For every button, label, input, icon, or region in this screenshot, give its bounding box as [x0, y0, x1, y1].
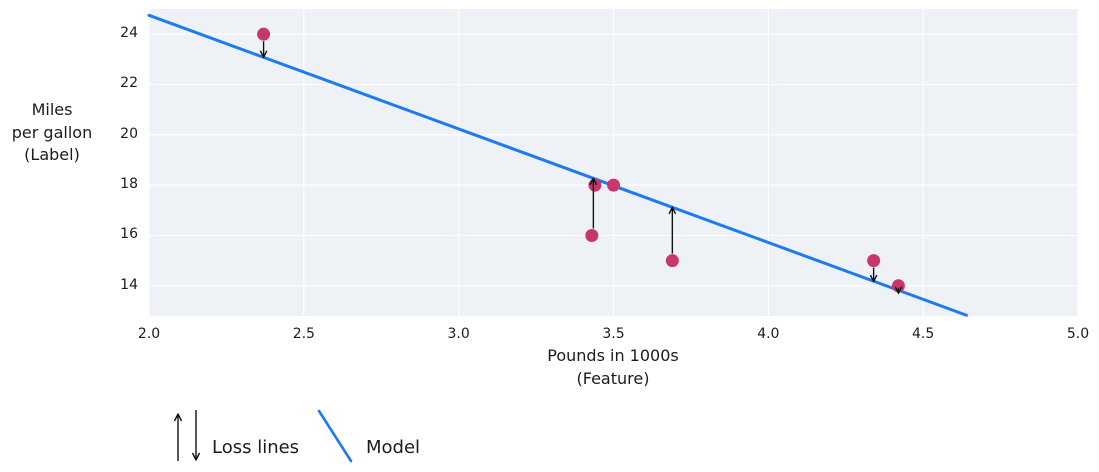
loss-lines-legend-icon [173, 410, 201, 461]
x-tick-label: 2.5 [292, 326, 315, 342]
model-legend-label: Model [366, 437, 421, 458]
loss-arrowhead [668, 206, 677, 215]
x-tick-label: 2.0 [137, 326, 161, 342]
x-tick-label: 4.0 [757, 326, 780, 342]
loss-arrowhead [259, 50, 268, 59]
x-tick-label: 5.0 [1066, 326, 1090, 342]
data-point [665, 254, 679, 268]
x-tick-label: 3.0 [447, 326, 470, 342]
chart-canvas [147, 9, 1079, 317]
data-point [257, 27, 271, 41]
y-tick-label: 20 [120, 125, 138, 142]
loss-lines-legend-label: Loss lines [212, 437, 300, 458]
y-tick-label: 16 [120, 226, 138, 243]
data-point [867, 254, 881, 268]
model-legend-icon [317, 409, 353, 463]
x-tick-label: 3.5 [602, 326, 625, 342]
data-point [891, 279, 905, 293]
y-axis-label: Miles per gallon (Label) [11, 100, 93, 164]
y-tick-label: 22 [120, 75, 138, 92]
y-tick-label: 14 [120, 276, 138, 293]
loss-arrowhead [589, 177, 598, 186]
data-point [607, 178, 620, 192]
y-tick-label: 24 [120, 25, 138, 42]
x-axis-label: Pounds in 1000s (Feature) [547, 346, 679, 388]
x-tick-label: 4.5 [912, 326, 935, 342]
data-point [585, 228, 599, 242]
model-line [147, 13, 969, 317]
loss-arrowhead [894, 286, 903, 295]
y-tick-label: 18 [120, 176, 138, 193]
loss-arrowhead [869, 274, 878, 283]
